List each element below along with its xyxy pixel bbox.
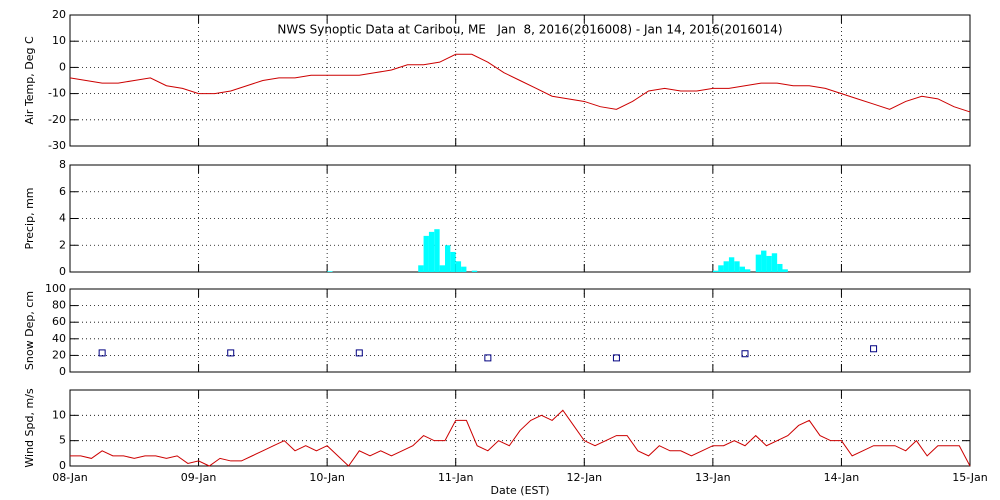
x-tick-label: 08-Jan [52,471,88,484]
bar [734,261,740,272]
y-tick-label: -20 [48,113,66,126]
y-axis-label: Wind Spd, m/s [23,388,36,468]
bar [445,245,451,272]
x-tick-label: 10-Jan [309,471,345,484]
y-tick-label: 5 [59,434,66,447]
y-axis-label: Precip, mm [23,188,36,250]
y-tick-label: 100 [45,282,66,295]
bar [439,265,445,272]
bar [418,265,424,272]
bar [718,265,724,272]
y-tick-label: 60 [52,315,66,328]
y-tick-label: 20 [52,8,66,21]
bar [728,257,735,272]
y-tick-label: 20 [52,348,66,361]
bar [428,231,435,272]
y-tick-label: 2 [59,238,66,251]
y-tick-label: 0 [59,265,66,278]
chart-title: NWS Synoptic Data at Caribou, ME Jan 8, … [277,23,782,37]
bar [777,263,783,272]
bar [471,270,478,272]
y-axis-label: Air Temp, Deg C [23,36,36,125]
y-tick-label: 0 [59,365,66,378]
point [741,350,749,358]
x-axis-label: Date (EST) [490,484,549,497]
point [484,354,492,362]
x-tick-label: 15-Jan [952,471,988,484]
bar [450,251,456,272]
point [98,349,106,357]
x-tick-label: 12-Jan [567,471,603,484]
bar [782,269,788,272]
point [355,349,363,357]
plot-frame [69,14,971,147]
bar [766,255,772,272]
bar [434,229,440,272]
bar [761,250,767,272]
line [70,409,971,467]
bar [739,266,745,272]
y-tick-label: 8 [59,158,66,171]
y-tick-label: 80 [52,299,66,312]
y-axis-label: Snow Dep, cm [23,291,36,370]
bar [745,269,751,272]
bar [455,261,462,272]
y-tick-label: 10 [52,34,66,47]
bar [461,266,467,272]
bar [712,270,719,272]
y-tick-label: 0 [59,459,66,472]
y-tick-label: -10 [48,87,66,100]
plot-frame [69,288,971,373]
y-tick-label: -30 [48,139,66,152]
x-tick-label: 09-Jan [181,471,217,484]
x-tick-label: 11-Jan [438,471,474,484]
plot-frame [69,164,971,273]
y-tick-label: 4 [59,212,66,225]
y-tick-label: 6 [59,185,66,198]
bar [771,253,778,272]
y-tick-label: 0 [59,60,66,73]
plot-frame [69,389,971,467]
line [69,53,971,113]
y-tick-label: 10 [52,408,66,421]
bar [423,235,429,272]
bar [755,254,762,272]
y-tick-label: 40 [52,332,66,345]
bar [327,271,333,272]
x-tick-label: 13-Jan [695,471,731,484]
bar [723,261,729,272]
point [227,349,235,357]
point [612,354,620,362]
point [870,345,878,353]
x-tick-label: 14-Jan [824,471,860,484]
